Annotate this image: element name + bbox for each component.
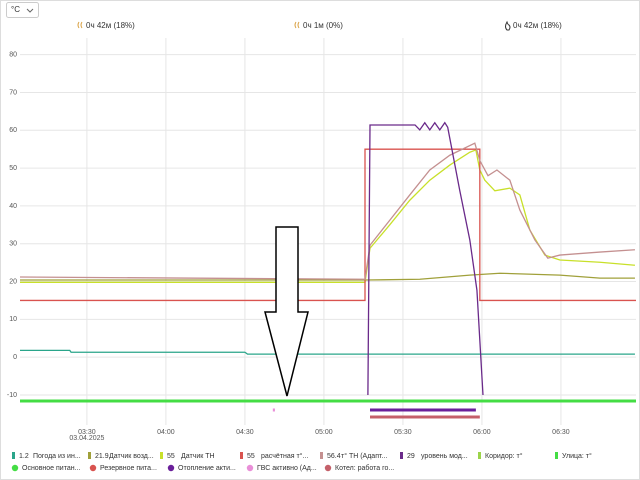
legend-swatch: [88, 452, 91, 459]
summary-text: 0ч 1м (0%): [303, 21, 343, 30]
legend-value: 55: [167, 453, 175, 460]
legend-dot: [89, 464, 97, 472]
plot-area: -10 0 10 20 30 40 50 60 70 80 03:30 04:00 04:30 05:00…: [7, 38, 636, 472]
legend-value: 21.9: [95, 453, 109, 460]
status-bar: [272, 408, 275, 412]
legend-value: 56.4: [327, 453, 341, 460]
summary-text: 0ч 42м (18%): [513, 21, 562, 30]
legend-value: 55: [247, 453, 255, 460]
legend-label: Датчик возд...: [109, 453, 154, 460]
legend-label: Коридор: т°: [485, 452, 523, 460]
y-tick-label: 10: [9, 316, 17, 323]
heat-icon: [77, 21, 83, 29]
legend-label: Основное питан...: [22, 465, 80, 472]
legend-label: Улица: т°: [562, 452, 592, 460]
legend-label: т° ТН (Адапт...: [341, 452, 387, 460]
series-line: [19, 142, 635, 280]
heat-icon: [294, 21, 300, 29]
y-tick-label: 60: [9, 127, 17, 134]
legend-label: Погода из ин...: [33, 453, 81, 460]
legend-swatch: [12, 452, 15, 459]
legend-swatch: [240, 452, 243, 459]
series-line: [20, 148, 636, 302]
x-tick-label: 06:00: [473, 429, 491, 436]
x-tick-label: 04:00: [157, 429, 175, 436]
y-tick-label: 20: [9, 278, 17, 285]
legend-swatch: [555, 452, 558, 459]
legend-dot: [246, 464, 254, 472]
legend-label: расчётная т°...: [261, 452, 308, 460]
x-tick-label: 05:00: [315, 429, 333, 436]
summary-text: 0ч 42м (18%): [86, 21, 135, 30]
legend-value: 1.2: [19, 453, 29, 460]
x-tick-label: 04:30: [236, 429, 254, 436]
legend-value: 29: [407, 453, 415, 460]
legend-dot: [324, 464, 332, 472]
legend-label: уровень мод...: [421, 453, 468, 460]
y-tick-label: 70: [9, 89, 17, 96]
legend-swatch: [400, 452, 403, 459]
legend-dot: [11, 464, 19, 472]
x-tick-label: 05:30: [394, 429, 412, 436]
y-tick-label: 80: [9, 51, 17, 58]
status-bar: [370, 408, 476, 412]
y-tick-label: 0: [13, 354, 17, 361]
unit-dropdown[interactable]: [6, 2, 39, 18]
y-tick-label: 30: [9, 241, 17, 248]
legend-label: Резервное пита...: [100, 465, 157, 472]
x-tick-label: 06:30: [552, 429, 570, 436]
series-line: [20, 349, 635, 355]
date-label: 03.04.2025: [69, 435, 104, 442]
annotation-arrow: [264, 226, 309, 397]
status-bar: [370, 415, 480, 419]
status-bar: [20, 399, 636, 403]
series-line: [367, 121, 484, 396]
y-tick-label: 40: [9, 203, 17, 210]
flame-icon: [505, 20, 511, 31]
legend-label: Датчик ТН: [181, 453, 215, 460]
legend-swatch: [320, 452, 323, 459]
legend-dot: [167, 464, 175, 472]
x-tick-label: 03:30: [78, 429, 96, 436]
series-line: [20, 272, 635, 281]
y-tick-label: -10: [7, 392, 17, 399]
legend-swatch: [478, 452, 481, 459]
legend-swatch: [160, 452, 163, 459]
y-tick-label: 50: [9, 165, 17, 172]
unit-label: °C: [11, 5, 20, 14]
dropdown-caret: [26, 8, 34, 13]
legend-label: Котел: работа го...: [335, 464, 394, 472]
legend-label: ГВС активно (Ад...: [257, 465, 317, 472]
legend-label: Отопление акти...: [178, 465, 236, 472]
